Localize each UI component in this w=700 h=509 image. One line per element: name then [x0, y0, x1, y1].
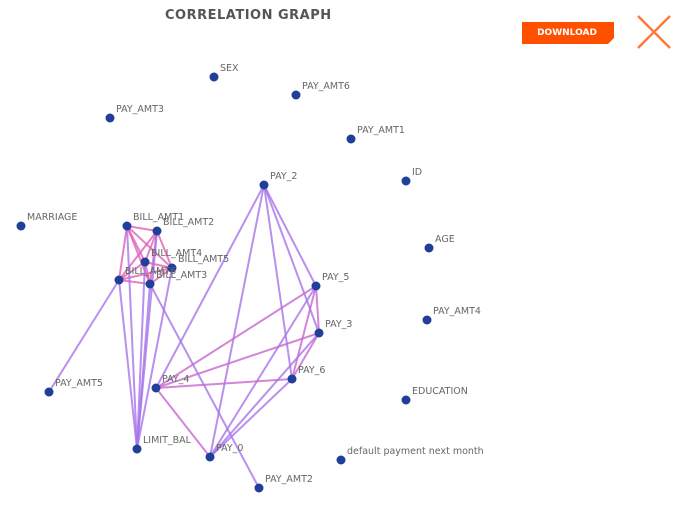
node-label: PAY_AMT5: [55, 378, 103, 389]
node-label: PAY_2: [270, 171, 297, 182]
node-label: EDUCATION: [412, 386, 468, 397]
node-label: ID: [412, 167, 422, 178]
node: [401, 395, 411, 405]
button-bg: [522, 22, 614, 44]
node: [254, 483, 264, 493]
node: [114, 275, 124, 285]
node-label: LIMIT_BAL: [143, 435, 192, 446]
edge: [149, 283, 260, 489]
node: [167, 263, 177, 273]
node-label: BILL_AMT4: [151, 248, 202, 259]
node: [105, 113, 115, 123]
edge: [126, 225, 138, 450]
edge: [149, 267, 173, 285]
node-label: MARRIAGE: [27, 212, 77, 223]
node: [336, 455, 346, 465]
node: [424, 243, 434, 253]
node: [44, 387, 54, 397]
node: [311, 281, 321, 291]
node-label: SEX: [220, 63, 239, 74]
edge: [136, 261, 146, 450]
edge: [155, 378, 293, 389]
download-button[interactable]: DOWNLOAD: [522, 22, 614, 44]
edge: [118, 225, 128, 281]
node-label: BILL_AMT2: [163, 217, 214, 228]
edge: [209, 184, 265, 458]
title: CORRELATION GRAPH: [165, 8, 332, 23]
edge: [291, 285, 317, 380]
node: [140, 257, 150, 267]
node: [122, 221, 132, 231]
node: [401, 176, 411, 186]
edge: [155, 387, 211, 458]
node-label: PAY_5: [322, 272, 349, 283]
node-label: PAY_3: [325, 319, 352, 330]
node-label: BILL_AMT3: [156, 270, 207, 281]
node: [291, 90, 301, 100]
edge: [155, 332, 320, 389]
node: [259, 180, 269, 190]
node-label: AGE: [435, 234, 455, 245]
edge: [263, 184, 293, 380]
node: [151, 383, 161, 393]
edge: [144, 230, 158, 263]
node-label: PAY_6: [298, 365, 325, 376]
edge: [315, 285, 320, 334]
edge: [118, 279, 151, 285]
node-label: PAY_4: [162, 374, 189, 385]
node: [287, 374, 297, 384]
node: [132, 444, 142, 454]
node-label: PAY_AMT4: [433, 306, 481, 317]
button-label: DOWNLOAD: [537, 28, 597, 38]
edge: [209, 332, 320, 458]
node-label: default payment next month: [347, 446, 484, 457]
edge: [118, 267, 173, 281]
edge: [136, 267, 173, 450]
node: [422, 315, 432, 325]
edge: [118, 279, 138, 450]
edge: [48, 279, 120, 393]
edge: [126, 225, 173, 269]
edge: [136, 283, 151, 450]
node-label: BILL_AMT6: [125, 266, 176, 277]
node-label: PAY_AMT1: [357, 125, 405, 136]
node-label: PAY_AMT3: [116, 104, 164, 115]
edge: [209, 378, 293, 458]
edge: [155, 184, 265, 389]
edges: [48, 184, 320, 489]
node-label: PAY_AMT2: [265, 474, 313, 485]
edge: [291, 332, 320, 380]
edge: [118, 230, 158, 281]
node-label: PAY_AMT6: [302, 81, 350, 92]
node: [346, 134, 356, 144]
node: [205, 452, 215, 462]
node-label: BILL_AMT5: [178, 254, 229, 265]
node: [152, 226, 162, 236]
edge: [118, 261, 146, 281]
edge: [144, 261, 173, 269]
close-stroke: [637, 15, 671, 49]
close-button[interactable]: [637, 15, 671, 49]
edge: [263, 184, 317, 287]
edge: [126, 225, 158, 232]
node: [314, 328, 324, 338]
edge: [155, 285, 317, 389]
node-label: BILL_AMT1: [133, 212, 184, 223]
edge: [156, 230, 173, 269]
edge: [263, 184, 320, 334]
node-label: PAY_0: [216, 443, 243, 454]
node: [209, 72, 219, 82]
node: [16, 221, 26, 231]
node: [145, 279, 155, 289]
nodes: SEX PAY_AMT6 PAY_AMT3 PAY_AMT1 ID PAY_2 MARRIA…: [16, 63, 484, 493]
